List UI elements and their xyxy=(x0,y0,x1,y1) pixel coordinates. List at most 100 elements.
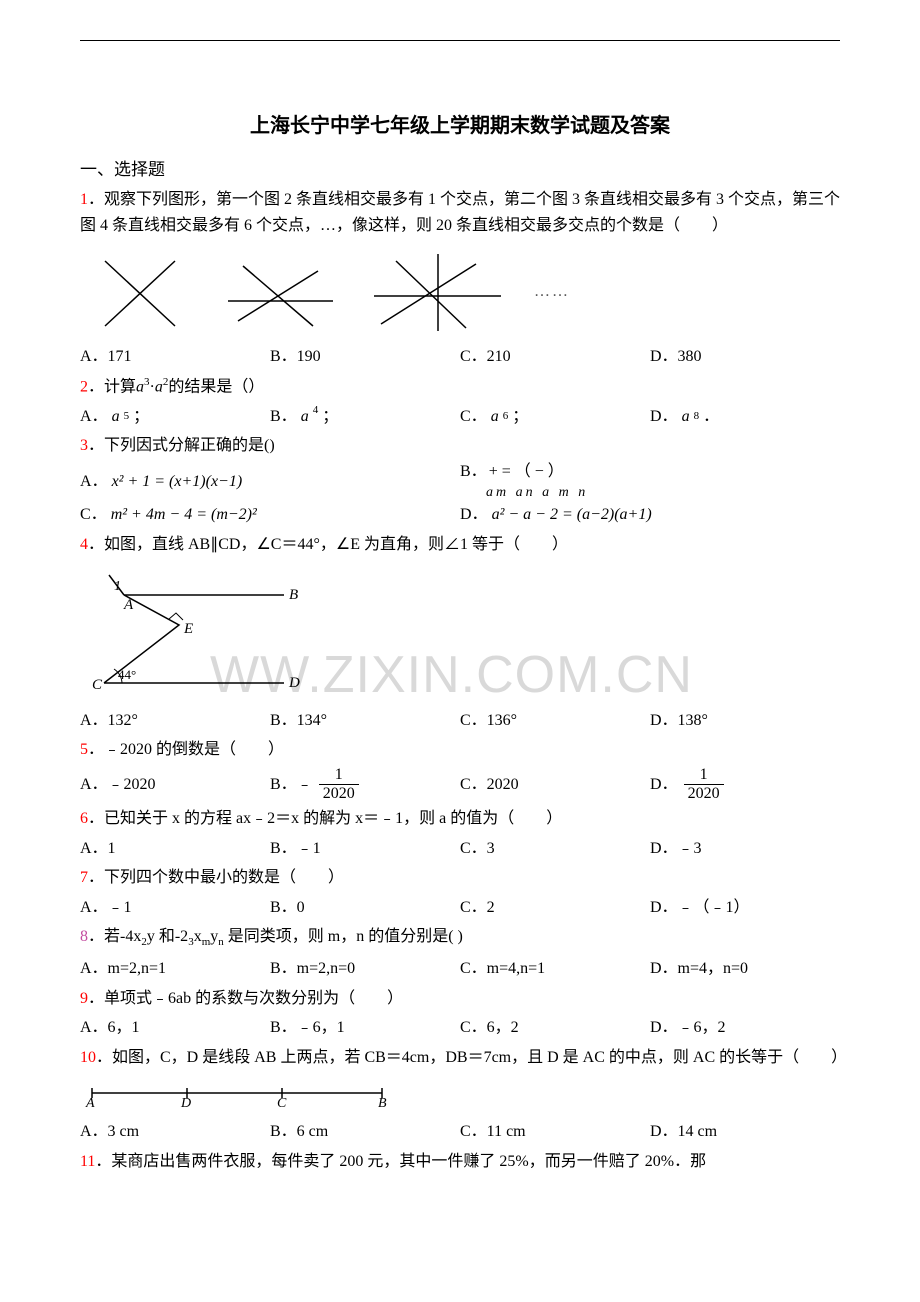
choice-b: B．a4； xyxy=(270,404,460,430)
choice-d: D．12020 xyxy=(650,767,840,802)
choice-c: C．11 cm xyxy=(460,1119,650,1145)
qnum: 8 xyxy=(80,928,88,945)
svg-text:C: C xyxy=(92,677,103,693)
qtext: ．单项式﹣6ab 的系数与次数分别为（ ） xyxy=(88,990,403,1007)
svg-text:D: D xyxy=(180,1096,191,1107)
choice-a: A．3 cm xyxy=(80,1119,270,1145)
choice-d: D．a8． xyxy=(650,404,840,430)
choice-c: C．210 xyxy=(460,344,650,370)
choice-d: D．﹣6，2 xyxy=(650,1015,840,1041)
qtext: ．如图，C，D 是线段 AB 上两点，若 CB＝4cm，DB＝7cm，且 D 是… xyxy=(96,1049,847,1066)
svg-text:B: B xyxy=(378,1096,387,1107)
q1-fig1 xyxy=(90,246,190,336)
q2-choices: A．a5； B．a4； C．a6； D．a8． xyxy=(80,404,840,430)
qtext: ．已知关于 x 的方程 ax﹣2＝x 的解为 x＝﹣1，则 a 的值为（ ） xyxy=(88,810,562,827)
q4-choices: A．132° B．134° C．136° D．138° xyxy=(80,708,840,734)
question-9: 9．单项式﹣6ab 的系数与次数分别为（ ） xyxy=(80,986,840,1012)
choice-b: B．0 xyxy=(270,895,460,921)
choice-c: C．a6； xyxy=(460,404,650,430)
qtext: ．下列四个数中最小的数是（ ） xyxy=(88,869,344,886)
choice-a: A．a5； xyxy=(80,404,270,430)
ellipsis: …… xyxy=(534,279,570,305)
qnum: 9 xyxy=(80,990,88,1007)
svg-text:E: E xyxy=(183,621,193,637)
choice-a: A．132° xyxy=(80,708,270,734)
qnum: 1 xyxy=(80,191,88,208)
question-3: 3．下列因式分解正确的是() xyxy=(80,433,840,459)
choice-b: B．6 cm xyxy=(270,1119,460,1145)
q9-choices: A．6，1 B．﹣6，1 C．6，2 D．﹣6，2 xyxy=(80,1015,840,1041)
choice-c: C．3 xyxy=(460,836,650,862)
qnum: 11 xyxy=(80,1153,95,1170)
svg-text:C: C xyxy=(277,1096,287,1107)
svg-text:A: A xyxy=(85,1096,95,1107)
choice-a: A．m=2,n=1 xyxy=(80,956,270,982)
svg-text:44°: 44° xyxy=(118,667,136,682)
qtext: ．如图，直线 AB∥CD，∠C＝44°，∠E 为直角，则∠1 等于（ ） xyxy=(88,536,568,553)
qnum: 10 xyxy=(80,1049,96,1066)
qtext-post: 的结果是（） xyxy=(168,378,264,395)
qnum: 6 xyxy=(80,810,88,827)
qtext: ．若-4x2y 和-23xmyn 是同类项，则 m，n 的值分别是( ) xyxy=(88,928,463,945)
qtext-pre: ．计算 xyxy=(88,378,136,395)
qnum: 7 xyxy=(80,869,88,886)
choice-d: D．14 cm xyxy=(650,1119,840,1145)
q1-fig2 xyxy=(218,246,338,336)
choice-d: D．﹣（﹣1） xyxy=(650,895,840,921)
question-6: 6．已知关于 x 的方程 ax﹣2＝x 的解为 x＝﹣1，则 a 的值为（ ） xyxy=(80,806,840,832)
qtext: ．某商店出售两件衣服，每件卖了 200 元，其中一件赚了 25%，而另一件赔了 … xyxy=(95,1153,706,1170)
q1-figures: …… xyxy=(90,246,840,336)
q4-figure: 1 A B E C D 44° xyxy=(84,565,304,695)
qtext: ．下列因式分解正确的是() xyxy=(88,437,275,454)
choice-d: D．a² − a − 2 = (a−2)(a+1) xyxy=(460,502,840,528)
choice-d: D．﹣3 xyxy=(650,836,840,862)
choice-b: B．﹣12020 xyxy=(270,767,460,802)
choice-d: D．m=4，n=0 xyxy=(650,956,840,982)
svg-text:A: A xyxy=(123,597,134,613)
question-10: 10．如图，C，D 是线段 AB 上两点，若 CB＝4cm，DB＝7cm，且 D… xyxy=(80,1045,840,1071)
qtext: ．观察下列图形，第一个图 2 条直线相交最多有 1 个交点，第二个图 3 条直线… xyxy=(80,191,840,234)
choice-a: A．x² + 1 = (x+1)(x−1) xyxy=(80,463,460,500)
question-2: 2．计算a3·a2的结果是（） xyxy=(80,374,840,400)
q3-choices-row2: C．m² + 4m − 4 = (m−2)² D．a² − a − 2 = (a… xyxy=(80,502,840,528)
qnum: 3 xyxy=(80,437,88,454)
choice-c: C．2020 xyxy=(460,767,650,802)
choice-b: B．134° xyxy=(270,708,460,734)
svg-text:D: D xyxy=(288,675,300,691)
q7-choices: A．﹣1 B．0 C．2 D．﹣（﹣1） xyxy=(80,895,840,921)
choice-b: B． + = （ − ） am an a m n xyxy=(460,463,840,500)
qtext: ．﹣2020 的倒数是（ ） xyxy=(88,741,284,758)
choice-b: B．190 xyxy=(270,344,460,370)
question-11: 11．某商店出售两件衣服，每件卖了 200 元，其中一件赚了 25%，而另一件赔… xyxy=(80,1149,840,1175)
q1-choices: A．171 B．190 C．210 D．380 xyxy=(80,344,840,370)
q10-choices: A．3 cm B．6 cm C．11 cm D．14 cm xyxy=(80,1119,840,1145)
choice-c: C．136° xyxy=(460,708,650,734)
q10-figure: A D C B xyxy=(82,1081,402,1107)
choice-b: B．﹣6，1 xyxy=(270,1015,460,1041)
choice-b: B．﹣1 xyxy=(270,836,460,862)
choice-a: A．6，1 xyxy=(80,1015,270,1041)
question-8: 8．若-4x2y 和-23xmyn 是同类项，则 m，n 的值分别是( ) xyxy=(80,924,840,952)
question-4: 4．如图，直线 AB∥CD，∠C＝44°，∠E 为直角，则∠1 等于（ ） xyxy=(80,532,840,558)
choice-c: C．m² + 4m − 4 = (m−2)² xyxy=(80,502,460,528)
choice-c: C．2 xyxy=(460,895,650,921)
qnum: 4 xyxy=(80,536,88,553)
choice-a: A．﹣1 xyxy=(80,895,270,921)
section-header: 一、选择题 xyxy=(80,156,840,183)
q6-choices: A．1 B．﹣1 C．3 D．﹣3 xyxy=(80,836,840,862)
qnum: 5 xyxy=(80,741,88,758)
choice-d: D．380 xyxy=(650,344,840,370)
choice-d: D．138° xyxy=(650,708,840,734)
svg-text:1: 1 xyxy=(114,579,121,594)
choice-a: A．171 xyxy=(80,344,270,370)
page-title: 上海长宁中学七年级上学期期末数学试题及答案 xyxy=(80,110,840,142)
question-7: 7．下列四个数中最小的数是（ ） xyxy=(80,865,840,891)
choice-a: A．1 xyxy=(80,836,270,862)
question-5: 5．﹣2020 的倒数是（ ） xyxy=(80,737,840,763)
choice-c: C．m=4,n=1 xyxy=(460,956,650,982)
qnum: 2 xyxy=(80,378,88,395)
q8-choices: A．m=2,n=1 B．m=2,n=0 C．m=4,n=1 D．m=4，n=0 xyxy=(80,956,840,982)
svg-text:B: B xyxy=(289,587,298,603)
question-1: 1．观察下列图形，第一个图 2 条直线相交最多有 1 个交点，第二个图 3 条直… xyxy=(80,187,840,238)
choice-c: C．6，2 xyxy=(460,1015,650,1041)
